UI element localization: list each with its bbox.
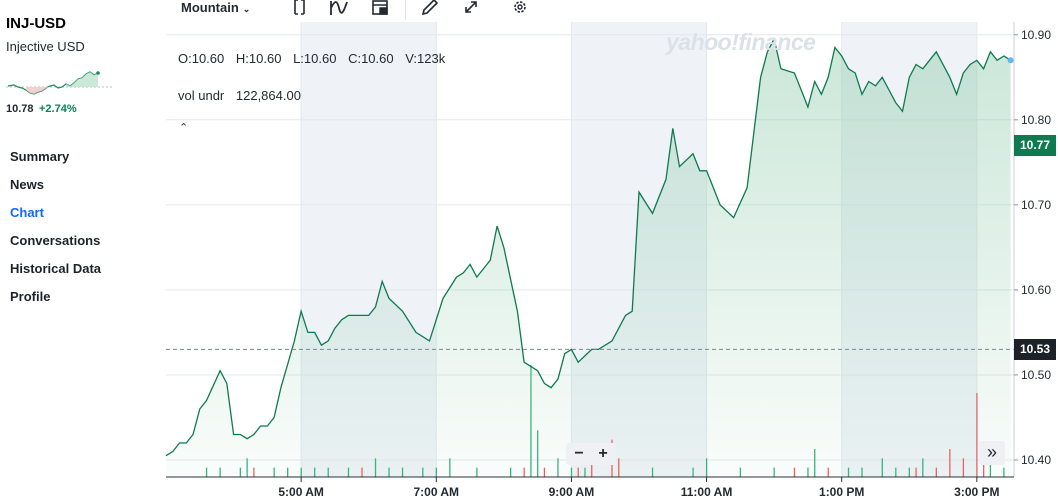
gear-icon[interactable] <box>509 0 531 18</box>
x-tick-label: 11:00 AM <box>681 485 733 499</box>
ohlc-legend: O:10.60 H:10.60 L:10.60 C:10.60 V:123k <box>178 51 453 66</box>
y-tick-label: 10.70 <box>1021 198 1051 212</box>
nav-chart[interactable]: Chart <box>10 205 44 220</box>
nav-historical-data[interactable]: Historical Data <box>10 261 102 276</box>
y-tick-label: 10.60 <box>1021 283 1051 297</box>
nav-news[interactable]: News <box>10 177 44 192</box>
zoom-out-button[interactable]: − <box>574 445 584 462</box>
nav-summary[interactable]: Summary <box>10 149 70 164</box>
vol-indicator-label: vol undr <box>178 88 225 103</box>
x-tick-label: 3:00 PM <box>954 485 999 499</box>
draw-icon[interactable] <box>419 0 441 18</box>
chart-type-label: Mountain <box>181 0 239 15</box>
x-tick-label: 7:00 AM <box>413 485 459 499</box>
chevron-down-icon: ⌄ <box>242 4 251 14</box>
yahoo-finance-watermark: yahoo!finance <box>666 29 816 55</box>
vol-indicator-value: 122,864.00 <box>235 88 301 103</box>
legend-low: L:10.60 <box>293 51 337 66</box>
zoom-controls: − + <box>566 443 616 465</box>
price-area <box>166 39 1011 477</box>
scroll-to-latest-button[interactable]: » <box>979 441 1005 465</box>
x-tick-label: 5:00 AM <box>278 485 324 499</box>
x-tick-label: 9:00 AM <box>549 485 595 499</box>
indicators-icon[interactable] <box>328 0 350 18</box>
nav-conversations[interactable]: Conversations <box>10 233 101 248</box>
ticker-symbol: INJ-USD <box>6 15 67 32</box>
x-tick-label: 1:00 PM <box>819 485 864 499</box>
y-tick-label: 10.90 <box>1021 28 1051 42</box>
chart-type-dropdown[interactable]: Mountain ⌄ <box>181 0 250 15</box>
y-tick-label: 10.50 <box>1021 368 1051 382</box>
legend-volume: V:123k <box>405 51 446 66</box>
current-price-tag: 10.77 <box>1014 135 1056 157</box>
expand-icon[interactable] <box>460 0 482 18</box>
ticker-full-name: Injective USD <box>6 39 85 54</box>
sidebar: INJ-USD Injective USD 10.78 +2.74% Summa… <box>0 0 160 499</box>
y-tick-label: 10.80 <box>1021 113 1051 127</box>
previous-close-tag: 10.53 <box>1014 339 1056 361</box>
legend-open: O:10.60 <box>178 51 225 66</box>
compare-icon[interactable] <box>289 0 311 18</box>
chevron-up-icon[interactable]: ⌃ <box>179 122 189 134</box>
last-point-marker <box>1007 57 1014 64</box>
volume-indicator-legend: vol undr 122,864.00 <box>178 88 309 103</box>
chart-toolbar: Mountain ⌄ <box>166 0 1056 22</box>
toolbar-divider <box>405 0 406 20</box>
price-change: +2.74% <box>39 103 77 115</box>
y-tick-label: 10.40 <box>1021 453 1051 467</box>
quote-nav: Summary News Chart Conversations Histori… <box>10 148 101 316</box>
layout-icon[interactable] <box>369 0 391 18</box>
legend-close: C:10.60 <box>348 51 394 66</box>
current-price: 10.78 <box>6 103 34 115</box>
price-line <box>165 37 1011 457</box>
zoom-in-button[interactable]: + <box>598 445 608 462</box>
legend-high: H:10.60 <box>235 51 282 66</box>
sparkline <box>6 71 114 95</box>
nav-profile[interactable]: Profile <box>10 289 51 304</box>
